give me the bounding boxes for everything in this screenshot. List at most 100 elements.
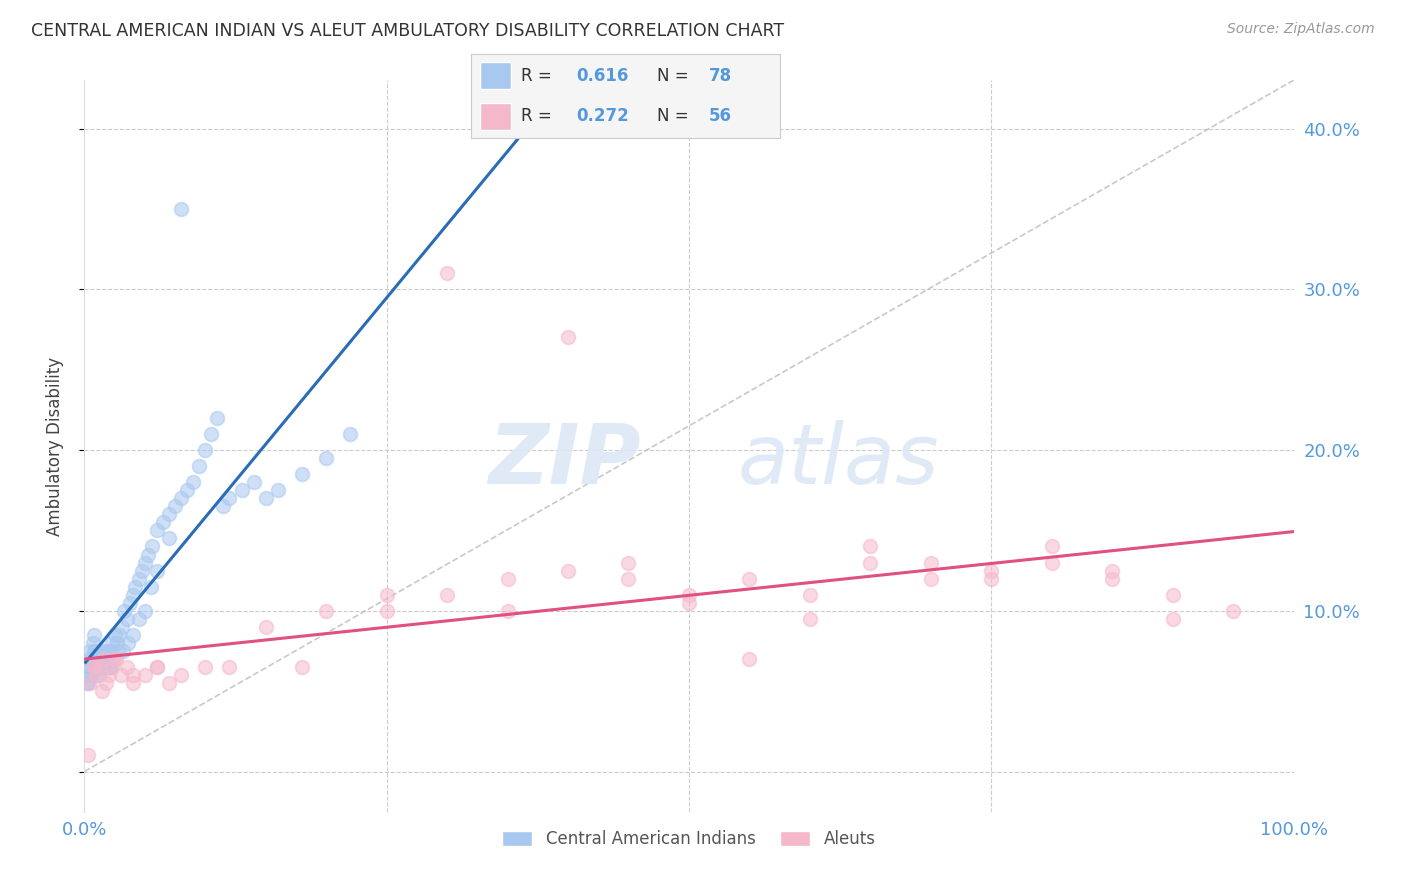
Point: [799, 588, 821, 602]
Y-axis label: Ambulatory Disability: Ambulatory Disability: [45, 357, 63, 535]
Point: [121, 676, 143, 690]
Text: N =: N =: [657, 107, 693, 125]
Point: [82, 636, 104, 650]
Point: [84, 660, 107, 674]
Point: [134, 604, 156, 618]
Point: [115, 660, 138, 674]
Point: [617, 556, 640, 570]
Text: R =: R =: [520, 67, 557, 85]
Point: [181, 475, 204, 490]
Point: [859, 556, 882, 570]
Point: [1222, 604, 1244, 618]
Point: [218, 491, 240, 506]
Point: [267, 483, 290, 498]
Point: [141, 540, 163, 554]
Point: [375, 588, 398, 602]
Point: [131, 564, 153, 578]
Point: [98, 660, 121, 674]
Point: [436, 266, 458, 280]
Point: [212, 500, 235, 514]
Point: [1161, 588, 1184, 602]
Point: [375, 604, 398, 618]
Point: [194, 443, 217, 458]
Point: [96, 652, 118, 666]
Text: Source: ZipAtlas.com: Source: ZipAtlas.com: [1227, 22, 1375, 37]
Point: [678, 596, 700, 610]
Point: [152, 516, 174, 530]
Bar: [481, 62, 512, 89]
Point: [121, 588, 143, 602]
Point: [104, 652, 127, 666]
Point: [77, 748, 100, 763]
Point: [86, 644, 108, 658]
Point: [80, 660, 103, 674]
Point: [121, 628, 143, 642]
Point: [170, 491, 193, 506]
Point: [146, 524, 169, 538]
Point: [1040, 556, 1063, 570]
Point: [104, 628, 127, 642]
Point: [94, 660, 117, 674]
Point: [557, 330, 579, 344]
Point: [124, 580, 146, 594]
Point: [103, 652, 125, 666]
Point: [83, 644, 105, 658]
Point: [93, 660, 115, 674]
Point: [83, 660, 105, 674]
Point: [738, 652, 761, 666]
Point: [146, 660, 169, 674]
Legend: Central American Indians, Aleuts: Central American Indians, Aleuts: [495, 823, 883, 855]
Point: [83, 660, 105, 674]
Point: [678, 588, 700, 602]
Point: [254, 620, 277, 634]
Point: [496, 572, 519, 586]
Point: [94, 652, 117, 666]
Point: [91, 684, 114, 698]
Point: [170, 668, 193, 682]
Point: [120, 596, 142, 610]
Point: [436, 588, 458, 602]
Point: [291, 660, 314, 674]
Point: [89, 660, 111, 674]
Point: [77, 660, 100, 674]
Point: [139, 580, 162, 594]
Point: [91, 652, 114, 666]
Point: [86, 652, 108, 666]
Point: [218, 660, 240, 674]
Point: [79, 644, 101, 658]
Point: [101, 660, 124, 674]
Text: R =: R =: [520, 107, 557, 125]
Point: [1161, 612, 1184, 626]
Point: [176, 483, 198, 498]
Point: [146, 660, 169, 674]
Point: [97, 668, 120, 682]
Point: [76, 676, 98, 690]
Point: [980, 564, 1002, 578]
Point: [98, 660, 121, 674]
Text: 78: 78: [709, 67, 733, 85]
Text: atlas: atlas: [737, 420, 939, 501]
Point: [100, 644, 122, 658]
Point: [89, 660, 111, 674]
Point: [557, 564, 579, 578]
Point: [859, 540, 882, 554]
Text: 0.272: 0.272: [576, 107, 628, 125]
Point: [94, 676, 117, 690]
Point: [170, 202, 193, 216]
Point: [105, 636, 128, 650]
Point: [188, 459, 211, 474]
Point: [315, 451, 337, 466]
Point: [107, 644, 129, 658]
Point: [97, 644, 120, 658]
Point: [146, 564, 169, 578]
Point: [200, 426, 222, 441]
Text: 0.616: 0.616: [576, 67, 628, 85]
Point: [128, 572, 150, 586]
Point: [112, 644, 135, 658]
Point: [104, 652, 127, 666]
Point: [1101, 572, 1123, 586]
Text: N =: N =: [657, 67, 693, 85]
Point: [83, 628, 105, 642]
Point: [134, 556, 156, 570]
Point: [79, 676, 101, 690]
